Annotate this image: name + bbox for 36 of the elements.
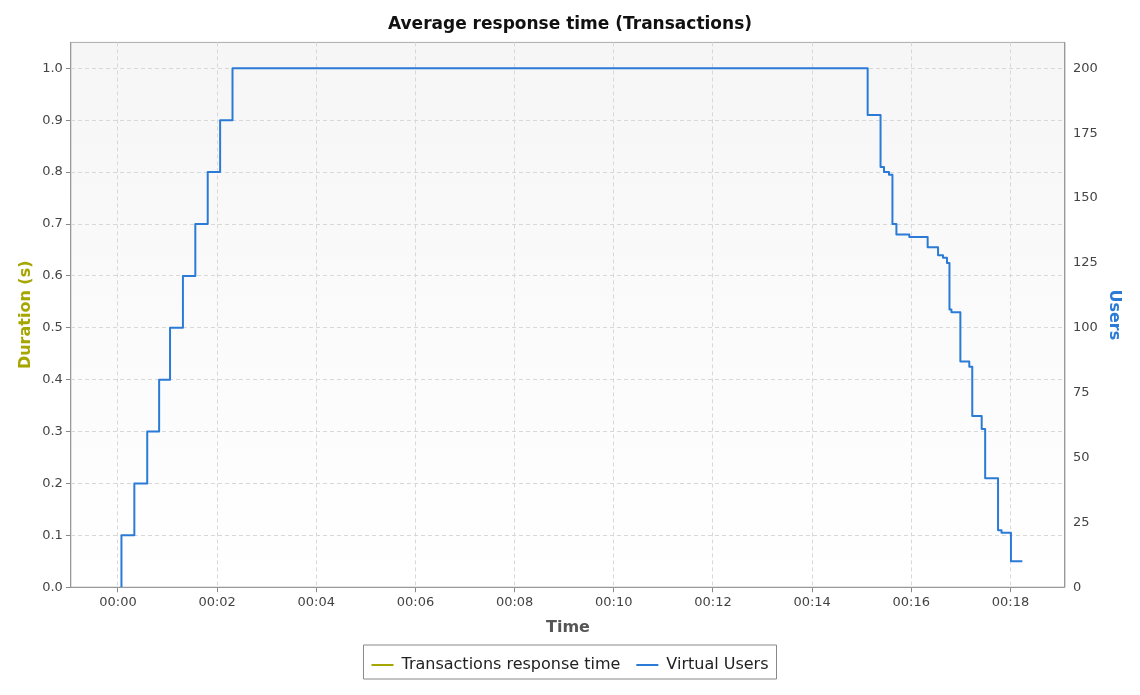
y2-axis-title: Users <box>1106 289 1126 341</box>
y2-tick-label: 25 <box>1072 513 1090 529</box>
y-tick-label: 1.0 <box>42 59 63 75</box>
x-tick-label: 00:16 <box>892 594 931 610</box>
legend-label: Transactions response time <box>400 654 621 674</box>
x-tick-label: 00:10 <box>595 594 633 610</box>
legend-label: Virtual Users <box>666 654 769 674</box>
y-tick-label: 0.1 <box>42 526 63 542</box>
x-tick-label: 00:00 <box>99 594 137 610</box>
y-tick-label: 0.7 <box>42 215 63 231</box>
x-tick-label: 00:14 <box>793 594 831 610</box>
y2-tick-label: 50 <box>1072 448 1090 464</box>
y2-tick-label: 125 <box>1072 254 1098 270</box>
x-axis-title: Time <box>545 616 591 636</box>
x-tick-label: 00:04 <box>297 594 336 610</box>
y2-tick-label: 175 <box>1072 124 1098 140</box>
y2-tick-label: 150 <box>1072 189 1098 205</box>
y-tick-label: 0.8 <box>42 163 63 179</box>
y-tick-label: 0.2 <box>42 474 63 490</box>
y-tick-label: 0.5 <box>42 319 63 335</box>
x-tick-label: 00:02 <box>198 594 236 610</box>
x-tick-label: 00:06 <box>396 594 435 610</box>
y2-tick-label: 0 <box>1072 578 1082 594</box>
y-tick-label: 0.6 <box>42 267 63 283</box>
y-axis-title: Duration (s) <box>14 260 34 370</box>
x-tick-label: 00:18 <box>991 594 1030 610</box>
x-tick-label: 00:08 <box>495 594 534 610</box>
x-tick-label: 00:12 <box>694 594 732 610</box>
y2-tick-label: 100 <box>1072 319 1098 335</box>
y-tick-label: 0.3 <box>42 422 63 438</box>
y2-tick-label: 75 <box>1072 384 1090 399</box>
chart-title: Average response time (Transactions) <box>387 12 753 33</box>
y2-tick-label: 200 <box>1072 59 1098 75</box>
y-tick-label: 0.0 <box>42 578 63 594</box>
y-tick-label: 0.4 <box>42 371 63 387</box>
y-tick-label: 0.9 <box>42 111 63 127</box>
